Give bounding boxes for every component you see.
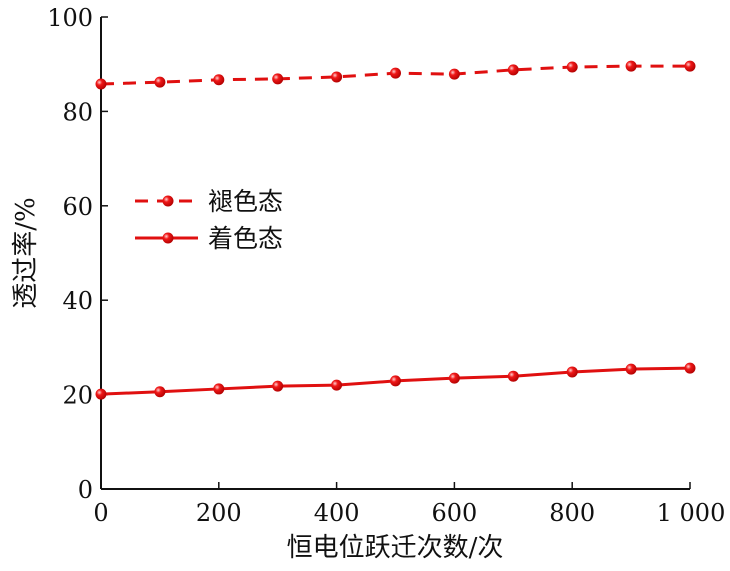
data-point bbox=[390, 67, 401, 79]
data-point bbox=[684, 60, 696, 72]
data-point bbox=[684, 362, 696, 374]
data-point bbox=[625, 363, 637, 375]
data-point bbox=[154, 76, 166, 88]
series-layer bbox=[95, 60, 696, 400]
y-axis-label: 透过率/% bbox=[11, 197, 41, 308]
data-point bbox=[331, 71, 343, 83]
legend-marker bbox=[162, 195, 174, 207]
data-point bbox=[95, 78, 107, 90]
x-axis-label: 恒电位跃迁次数/次 bbox=[287, 533, 504, 563]
data-point bbox=[566, 61, 578, 73]
legend-label: 褪色态 bbox=[208, 187, 283, 216]
data-point bbox=[213, 74, 225, 86]
data-point bbox=[272, 380, 284, 392]
y-tick-label: 60 bbox=[62, 193, 93, 221]
data-point bbox=[448, 372, 460, 384]
data-point bbox=[507, 370, 519, 382]
data-point bbox=[390, 375, 401, 387]
data-point bbox=[213, 383, 225, 395]
data-point bbox=[448, 68, 460, 80]
legend-marker bbox=[162, 232, 174, 244]
data-point bbox=[507, 64, 519, 76]
data-point bbox=[154, 386, 166, 398]
x-tick-label: 200 bbox=[196, 499, 242, 527]
x-tick-label: 600 bbox=[431, 499, 477, 527]
y-tick-label: 0 bbox=[78, 476, 93, 504]
data-point bbox=[272, 73, 284, 85]
data-point bbox=[331, 379, 343, 391]
x-tick-label: 400 bbox=[314, 499, 360, 527]
data-point bbox=[566, 366, 578, 378]
y-tick-label: 80 bbox=[62, 98, 93, 126]
data-point bbox=[625, 60, 637, 72]
y-tick-label: 20 bbox=[62, 382, 93, 410]
x-tick-label: 800 bbox=[549, 499, 595, 527]
data-point bbox=[95, 388, 107, 400]
y-tick-label: 40 bbox=[62, 287, 93, 315]
y-tick-label: 100 bbox=[47, 4, 93, 32]
x-tick-label: 0 bbox=[93, 499, 108, 527]
x-tick-label: 1 000 bbox=[657, 499, 726, 527]
legend-label: 着色态 bbox=[208, 224, 283, 253]
